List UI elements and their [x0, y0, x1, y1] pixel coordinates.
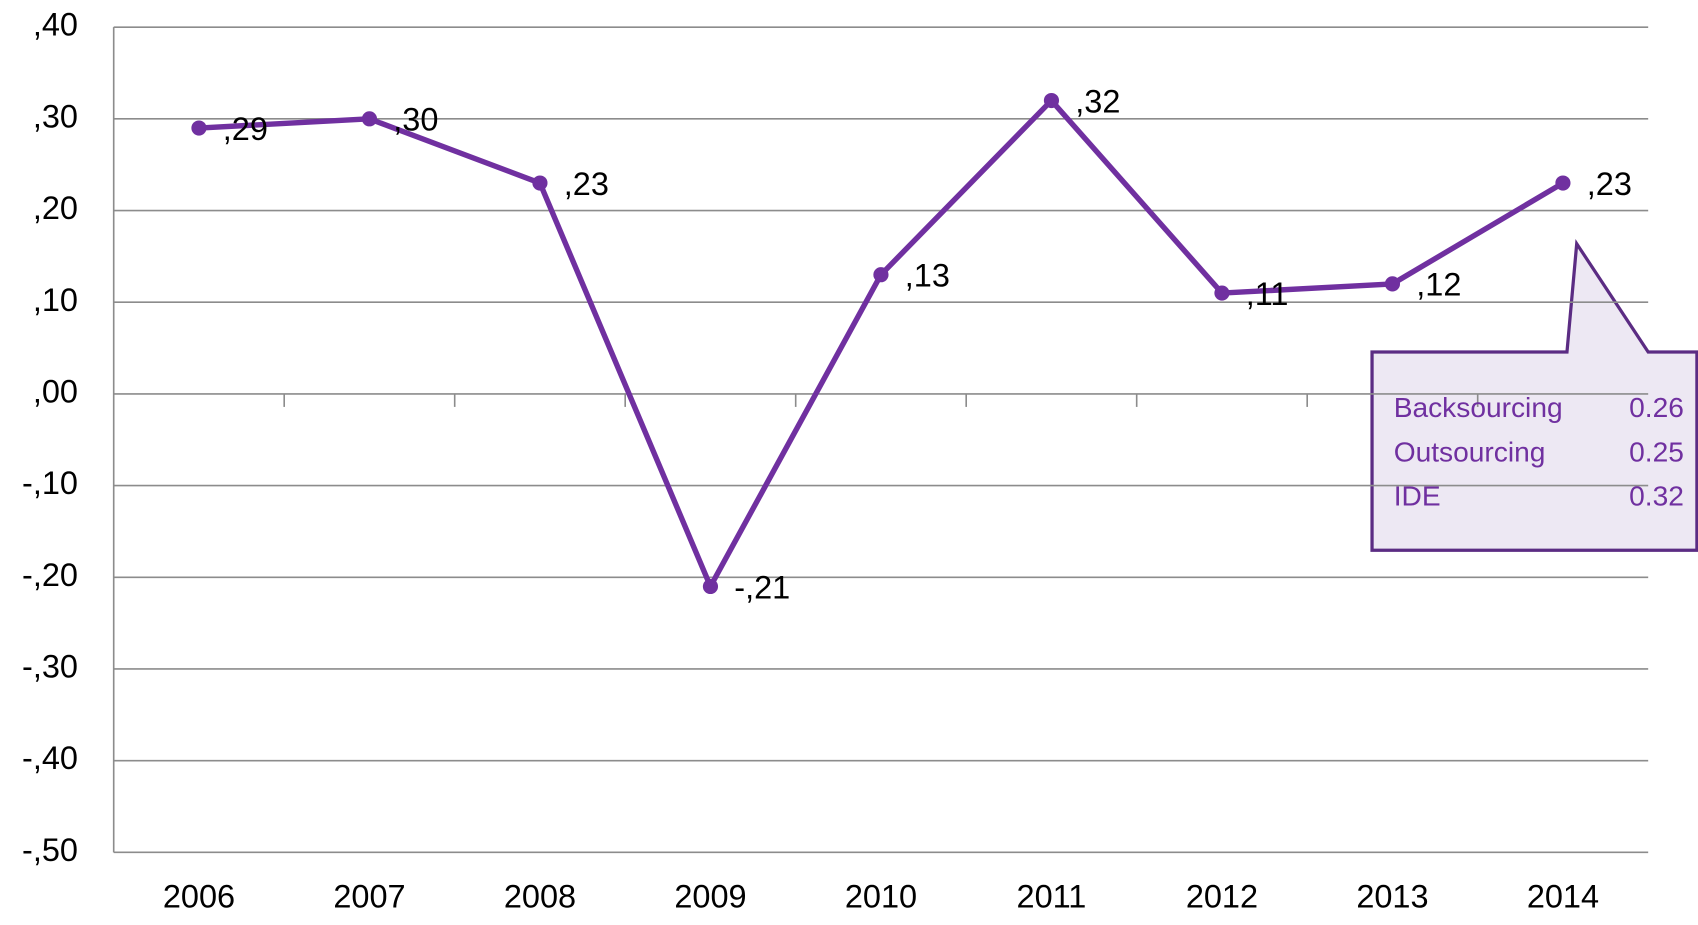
x-tick-label: 2009: [674, 878, 746, 914]
data-point: [873, 267, 889, 283]
data-point: [1384, 276, 1401, 292]
data-point: [1555, 175, 1571, 191]
y-tick-label: -,30: [22, 649, 78, 685]
x-tick-label: 2007: [333, 878, 405, 914]
callout-value: 0.26: [1629, 392, 1684, 423]
data-point: [361, 111, 378, 127]
data-label: ,23: [564, 166, 609, 202]
data-point: [1214, 285, 1230, 301]
callout-value: 0.25: [1629, 436, 1684, 467]
callout-label: Outsourcing: [1394, 436, 1546, 467]
callout-box: [1370, 238, 1698, 552]
data-point: [1043, 92, 1060, 109]
data-label: ,12: [1416, 267, 1461, 303]
data-point: [702, 578, 719, 595]
callout-value: 0.32: [1629, 481, 1684, 512]
data-label: ,13: [905, 258, 950, 294]
data-label: ,11: [1246, 276, 1289, 312]
y-tick-label: -,40: [22, 740, 78, 776]
y-tick-label: -,50: [22, 832, 78, 868]
data-label: ,23: [1587, 166, 1632, 202]
x-tick-label: 2008: [504, 878, 576, 914]
data-point: [191, 120, 207, 136]
callout-label: IDE: [1394, 481, 1441, 512]
data-label: ,30: [393, 102, 438, 138]
callout-label: Backsourcing: [1394, 392, 1563, 423]
y-tick-label: -,10: [22, 465, 78, 501]
x-tick-label: 2013: [1356, 878, 1428, 914]
data-point: [532, 175, 548, 191]
x-tick-label: 2011: [1017, 878, 1087, 914]
y-tick-label: ,00: [33, 373, 78, 409]
x-tick-label: 2014: [1527, 878, 1599, 914]
data-label: ,29: [223, 111, 268, 147]
y-tick-label: ,30: [33, 98, 78, 134]
y-tick-label: ,10: [33, 282, 78, 318]
x-tick-label: 2010: [845, 878, 917, 914]
x-tick-label: 2012: [1186, 878, 1258, 914]
y-tick-label: -,20: [22, 557, 78, 593]
data-label: ,32: [1075, 83, 1120, 119]
y-tick-label: ,40: [33, 7, 78, 43]
data-label: -,21: [734, 569, 790, 605]
data-line: [198, 97, 1565, 590]
y-tick-label: ,20: [33, 190, 78, 226]
x-tick-label: 2006: [163, 878, 235, 914]
